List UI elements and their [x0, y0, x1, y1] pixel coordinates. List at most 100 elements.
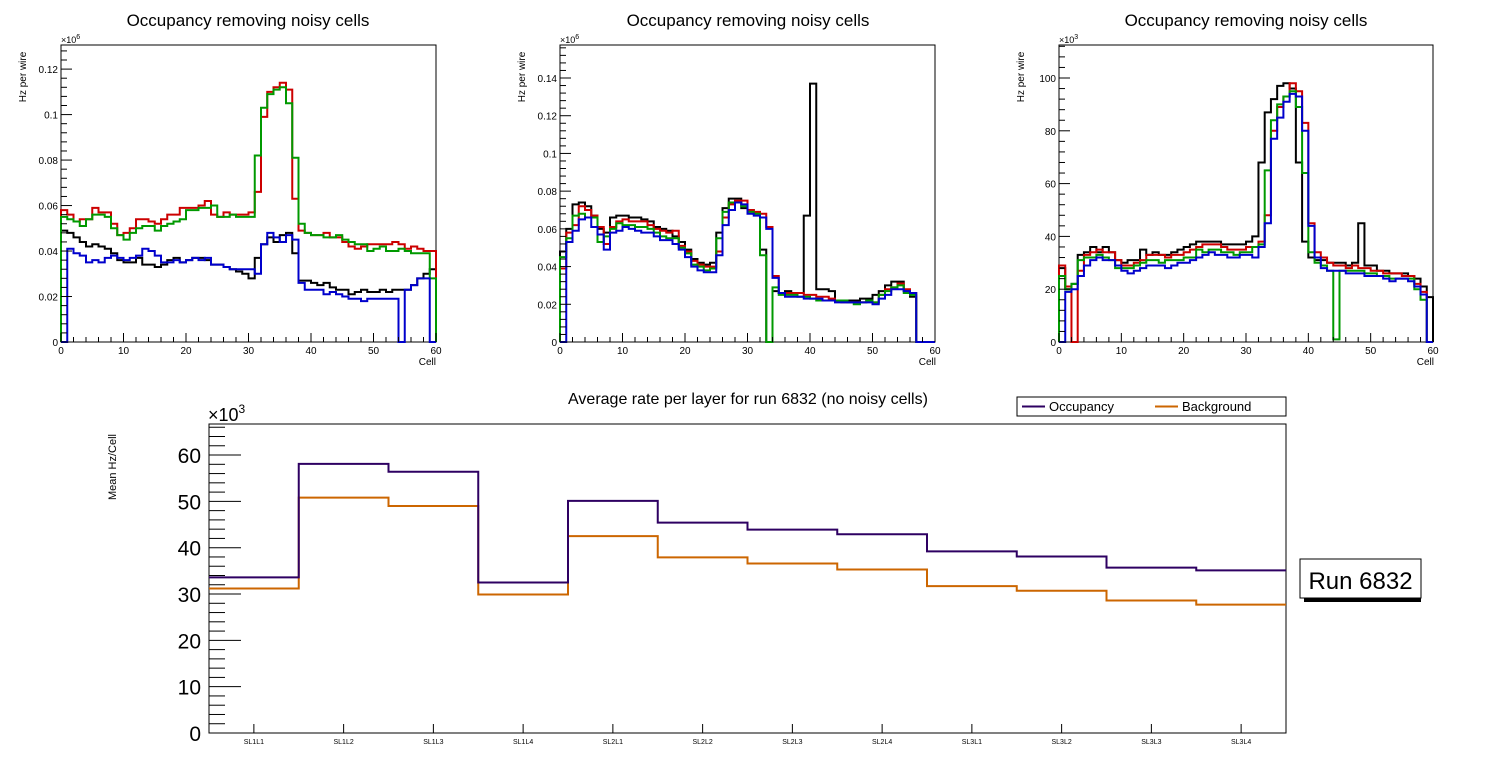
- x-tick-label: 30: [1240, 346, 1252, 357]
- y-tick-label: 30: [178, 584, 201, 607]
- x-tick-label: 10: [1116, 346, 1128, 357]
- y-multiplier: ×103: [208, 402, 246, 425]
- y-axis-label: Hz per wire: [18, 51, 29, 102]
- plot-frame: [1058, 44, 1434, 343]
- y-tick-label: 40: [178, 538, 201, 561]
- y-tick-label: 100: [1039, 74, 1056, 85]
- y-multiplier: ×106: [560, 34, 579, 45]
- summary-series-background: [209, 496, 1286, 606]
- y-tick-label: 0.14: [538, 74, 558, 85]
- legend: Occupancy Background: [1016, 396, 1287, 417]
- x-tick-label: SL1L4: [513, 739, 533, 746]
- legend-box: [1016, 396, 1287, 417]
- y-tick-label: 10: [178, 677, 201, 700]
- run-annotation: Run 6832: [1299, 558, 1422, 602]
- plot-title: Occupancy removing noisy cells: [127, 11, 370, 30]
- y-tick-label: 0.06: [39, 202, 59, 213]
- plot-panel-summary: Average rate per layer for run 6832 (no …: [107, 391, 1422, 746]
- plot-title: Occupancy removing noisy cells: [627, 11, 870, 30]
- y-axis-label: Mean Hz/Cell: [107, 434, 119, 500]
- x-tick-label: 10: [118, 346, 130, 357]
- x-axis-label: Cell: [1417, 357, 1434, 368]
- y-tick-label: 0.08: [538, 187, 558, 198]
- histogram-series-green: [60, 86, 437, 342]
- x-tick-label: 60: [1427, 346, 1439, 357]
- y-tick-label: 20: [1045, 285, 1057, 296]
- legend-label-occupancy: Occupancy: [1049, 399, 1115, 414]
- y-tick-label: 0: [551, 338, 557, 349]
- y-tick-label: 60: [1045, 180, 1057, 191]
- x-tick-label: SL3L2: [1052, 739, 1072, 746]
- y-tick-label: 0.02: [538, 300, 558, 311]
- y-tick-label: 0.02: [39, 293, 59, 304]
- plot-title: Average rate per layer for run 6832 (no …: [568, 391, 928, 408]
- x-tick-label: 60: [929, 346, 941, 357]
- x-tick-label: SL2L2: [693, 739, 713, 746]
- plot-panel-3: Occupancy removing noisy cells Hz per wi…: [1016, 11, 1439, 368]
- y-tick-label: 0.12: [39, 65, 59, 76]
- x-axis-label: Cell: [919, 357, 936, 368]
- y-tick-label: 40: [1045, 232, 1057, 243]
- x-tick-label: 60: [430, 346, 442, 357]
- histogram-series-red: [1058, 82, 1433, 343]
- y-tick-label: 20: [178, 630, 201, 653]
- y-tick-label: 0.04: [39, 247, 59, 258]
- x-tick-label: 0: [1056, 346, 1062, 357]
- y-tick-label: 80: [1045, 127, 1057, 138]
- x-tick-label: 20: [1178, 346, 1190, 357]
- y-multiplier: ×103: [1059, 34, 1078, 45]
- y-tick-label: 0.12: [538, 112, 558, 123]
- y-tick-label: 0.08: [39, 156, 59, 167]
- x-tick-label: SL3L3: [1141, 739, 1161, 746]
- x-tick-label: 0: [557, 346, 563, 357]
- x-tick-label: 20: [679, 346, 691, 357]
- y-tick-label: 0: [189, 723, 201, 746]
- x-tick-label: 30: [742, 346, 754, 357]
- x-tick-label: 40: [804, 346, 816, 357]
- x-tick-label: 50: [368, 346, 380, 357]
- plot-frame: [60, 44, 437, 343]
- y-tick-label: 50: [178, 491, 201, 514]
- plot-panel-1: Occupancy removing noisy cells Hz per wi…: [18, 11, 442, 368]
- histogram-series-black: [559, 82, 935, 343]
- histogram-series-blue: [61, 231, 436, 343]
- y-tick-label: 0.1: [543, 149, 557, 160]
- histogram-series-blue: [1059, 92, 1433, 343]
- y-tick-label: 60: [178, 445, 201, 468]
- y-tick-label: 0.1: [44, 111, 58, 122]
- x-tick-label: SL1L1: [244, 739, 264, 746]
- plot-panel-2: Occupancy removing noisy cells Hz per wi…: [517, 11, 941, 368]
- x-tick-label: 30: [243, 346, 255, 357]
- x-tick-label: 0: [58, 346, 64, 357]
- x-tick-label: SL3L1: [962, 739, 982, 746]
- summary-series-occupancy: [209, 462, 1286, 584]
- plot-frame: [208, 423, 1287, 734]
- x-tick-label: SL2L1: [603, 739, 623, 746]
- y-axis-label: Hz per wire: [517, 51, 528, 102]
- x-tick-label: SL2L3: [782, 739, 802, 746]
- x-axis-label: Cell: [419, 357, 436, 368]
- plot-title: Occupancy removing noisy cells: [1125, 11, 1368, 30]
- y-axis-label: Hz per wire: [1016, 51, 1027, 102]
- y-tick-label: 0.04: [538, 263, 558, 274]
- x-tick-label: SL3L4: [1231, 739, 1251, 746]
- legend-label-background: Background: [1182, 399, 1251, 414]
- y-tick-label: 0: [1050, 338, 1056, 349]
- y-tick-label: 0.06: [538, 225, 558, 236]
- plot-frame: [559, 44, 936, 343]
- x-tick-label: 10: [617, 346, 629, 357]
- run-annotation-text: Run 6832: [1308, 568, 1412, 595]
- x-tick-label: SL1L2: [334, 739, 354, 746]
- x-tick-label: SL2L4: [872, 739, 892, 746]
- y-multiplier: ×106: [61, 34, 80, 45]
- x-tick-label: 40: [305, 346, 317, 357]
- x-tick-label: 50: [1365, 346, 1377, 357]
- x-tick-label: SL1L3: [423, 739, 443, 746]
- run-annotation-box: [1299, 558, 1422, 599]
- x-tick-label: 20: [180, 346, 192, 357]
- x-tick-label: 50: [867, 346, 879, 357]
- x-tick-label: 40: [1303, 346, 1315, 357]
- histogram-series-blue: [560, 201, 935, 343]
- y-tick-label: 0: [52, 338, 58, 349]
